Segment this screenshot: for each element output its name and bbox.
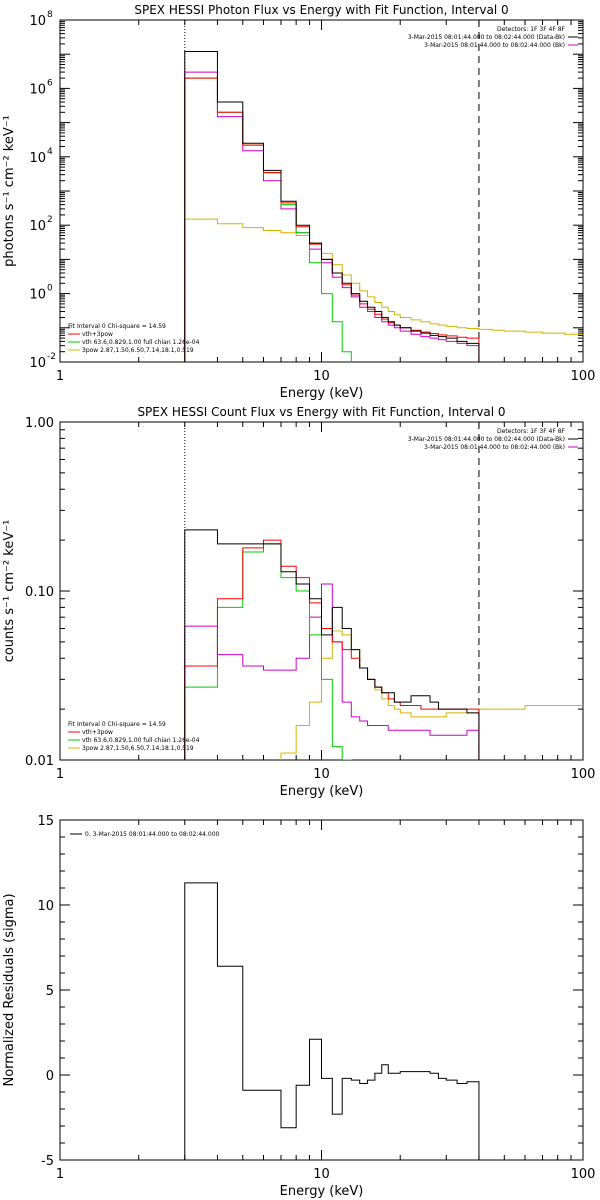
- y-tick-label: 10: [29, 288, 46, 303]
- y-tick-label: 15: [37, 814, 54, 829]
- legend-entry: Fit Interval 0 Chi-square = 14.59: [68, 721, 166, 728]
- legend-entry: Detectors: 1F 3F 4F 8F: [497, 26, 566, 33]
- y-tick-exponent: 6: [47, 78, 53, 88]
- y-tick-label: 0.01: [25, 754, 54, 769]
- y-tick-label: 10: [29, 151, 46, 166]
- y-tick-label: 10: [37, 899, 54, 914]
- legend-entry: vth 63.6,0.829,1.00 full chian 1.26e-04: [82, 737, 200, 744]
- series-residuals: [184, 882, 480, 1160]
- x-tick-label: 10: [313, 369, 330, 384]
- y-tick-exponent: 4: [47, 147, 53, 157]
- y-axis-label: Normalized Residuals (sigma): [2, 893, 17, 1086]
- legend-left: 0. 3-Mar-2015 08:01:44.000 to 08:02:44.0…: [70, 831, 220, 838]
- x-tick-label: 1: [56, 767, 64, 782]
- x-axis-label: Energy (keV): [280, 784, 364, 799]
- x-axis-label: Energy (keV): [280, 386, 364, 401]
- y-tick-label: 10: [29, 219, 46, 234]
- legend-entry: 3pow 2.87,1.50,6.50,7.14,18.1,0.519: [82, 745, 194, 752]
- x-tick-label: 100: [571, 369, 596, 384]
- legend-entry: 3-Mar-2015 08:01:44.000 to 08:02:44.000 …: [424, 42, 565, 49]
- y-tick-label: 10: [29, 356, 46, 371]
- series-3pow: [280, 630, 583, 760]
- x-tick-label: 10: [313, 767, 330, 782]
- series-data: [184, 529, 480, 760]
- y-tick-label: 5: [46, 984, 54, 999]
- legend-entry: vth+3pow: [82, 729, 113, 736]
- legend-entry: vth 63.6,0.829,1.00 full chian 1.26e-04: [82, 339, 200, 346]
- chart-panel-3: 1 10 100 -5 0 5 10 15 Energy (keV) Normalized Res…: [2, 814, 595, 1199]
- legend-right: Detectors: 1F 3F 4F 8F3-Mar-2015 08:01:4…: [408, 428, 578, 451]
- y-tick-label: 10: [29, 82, 46, 97]
- legend-left: Fit Interval 0 Chi-square = 14.59vth+3po…: [68, 721, 200, 752]
- series-vth: [184, 543, 352, 760]
- plot-frame: [59, 19, 584, 363]
- y-tick-exponent: 8: [47, 10, 53, 20]
- x-tick-label: 100: [571, 1167, 596, 1182]
- y-tick-exponent: -2: [47, 352, 56, 362]
- legend-left: Fit Interval 0 Chi-square = 14.59vth+3po…: [68, 323, 200, 354]
- x-tick-label: 100: [571, 767, 596, 782]
- x-axis-label: Energy (keV): [280, 1184, 364, 1199]
- y-tick-label: -5: [41, 1154, 54, 1169]
- chart-panel-2: SPEX HESSI Count Flux vs Energy with Fit…: [2, 405, 595, 799]
- plot-frame: [59, 819, 584, 1161]
- chart-title: SPEX HESSI Photon Flux vs Energy with Fi…: [134, 3, 508, 17]
- legend-entry: vth+3pow: [82, 331, 113, 338]
- y-axis-label: photons s⁻¹ cm⁻² keV⁻¹: [2, 115, 17, 267]
- legend-entry: 0. 3-Mar-2015 08:01:44.000 to 08:02:44.0…: [85, 831, 220, 838]
- y-tick-exponent: 0: [47, 284, 53, 294]
- chart-panel-1: SPEX HESSI Photon Flux vs Energy with Fi…: [2, 3, 595, 401]
- y-tick-label: 0.10: [25, 585, 54, 600]
- y-tick-label: 1.00: [25, 416, 54, 431]
- y-tick-label: 0: [46, 1069, 54, 1084]
- legend-entry: 3-Mar-2015 08:01:44.000 to 08:02:44.000 …: [408, 436, 565, 443]
- chart-title: SPEX HESSI Count Flux vs Energy with Fit…: [137, 405, 505, 419]
- y-axis-label: counts s⁻¹ cm⁻² keV⁻¹: [2, 520, 17, 663]
- series-bk: [184, 583, 480, 760]
- series-vth: [184, 77, 352, 362]
- legend-entry: Fit Interval 0 Chi-square = 14.59: [68, 323, 166, 330]
- legend-entry: 3-Mar-2015 08:01:44.000 to 08:02:44.000 …: [424, 444, 565, 451]
- legend-entry: Detectors: 1F 3F 4F 8F: [497, 428, 566, 435]
- x-tick-label: 1: [56, 369, 64, 384]
- legend-right: Detectors: 1F 3F 4F 8F3-Mar-2015 08:01:4…: [408, 26, 578, 49]
- series-bk: [184, 71, 480, 362]
- x-tick-label: 10: [313, 1167, 330, 1182]
- y-tick-label: 10: [29, 14, 46, 29]
- series-data: [184, 50, 480, 362]
- x-tick-label: 1: [56, 1167, 64, 1182]
- y-tick-exponent: 2: [47, 215, 53, 225]
- series-3pow: [184, 218, 583, 362]
- legend-entry: 3pow 2.87,1.50,6.50,7.14,18.1,0.519: [82, 347, 194, 354]
- legend-entry: 3-Mar-2015 08:01:44.000 to 08:02:44.000 …: [408, 34, 565, 41]
